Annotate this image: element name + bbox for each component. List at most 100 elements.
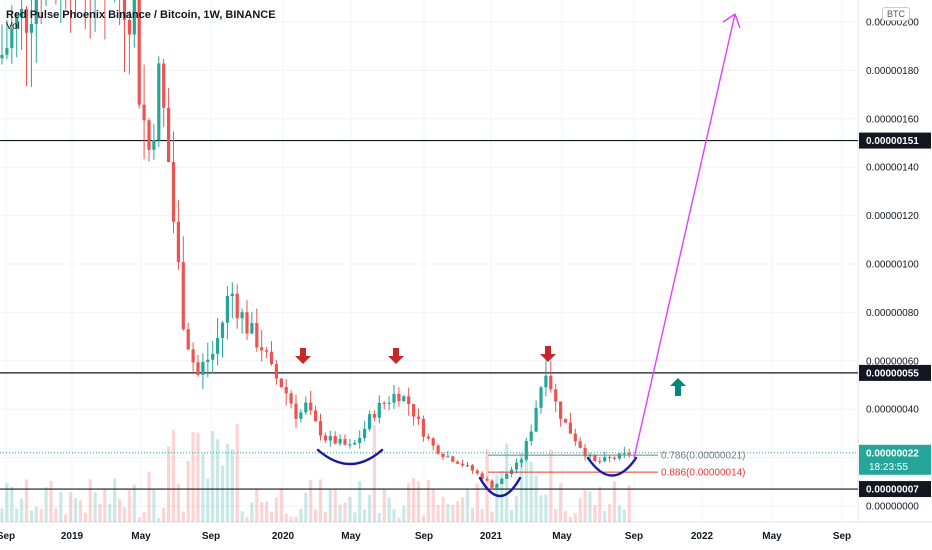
volume-bar (603, 510, 607, 522)
candle-body (255, 322, 259, 348)
candle-body (5, 48, 9, 55)
volume-bar (323, 511, 327, 522)
candle-body (519, 459, 523, 463)
volume-bar (461, 497, 465, 522)
candle-body (583, 447, 587, 457)
candle-body (10, 28, 14, 49)
pattern-arc (478, 476, 522, 497)
candle-body (142, 104, 146, 121)
candle-body (485, 478, 489, 481)
volume-bar (83, 512, 87, 522)
candle-body (358, 437, 362, 443)
candle-body (372, 414, 376, 418)
volume-bar (436, 504, 440, 522)
candle-body (598, 461, 602, 463)
volume-bar (456, 501, 460, 522)
volume-bar (211, 431, 215, 522)
volume-bar (583, 490, 587, 522)
volume-bar (568, 517, 572, 522)
volume-bar (612, 481, 617, 522)
volume-bar (113, 478, 117, 522)
time-tick-label: 2022 (691, 531, 714, 542)
time-tick-label: Sep (202, 531, 220, 542)
current-price-tag-label: 0.00000022 (866, 448, 919, 459)
candle-body (490, 480, 494, 488)
candle-body (446, 456, 450, 458)
symbol-title[interactable]: Red Pulse Phoenix Binance / Bitcoin, 1W,… (6, 9, 276, 21)
candle-body (500, 478, 504, 484)
volume-bar (220, 465, 225, 522)
volume-bar (64, 514, 68, 522)
volume-bar (157, 517, 161, 522)
candle-body (274, 364, 278, 379)
price-tick-label: 0.00000160 (866, 114, 919, 125)
volume-bar (441, 496, 445, 522)
volume-bar (299, 508, 303, 522)
candle-body (171, 162, 176, 222)
volume-bar (412, 478, 416, 522)
volume-bar (421, 515, 425, 522)
candle-body (0, 54, 4, 59)
volume-bar (627, 485, 631, 522)
level-price-tag-label: 0.00000055 (866, 368, 919, 379)
time-tick-label: May (552, 531, 572, 542)
candle-body (461, 463, 465, 466)
price-tick-label: 0.00000100 (866, 260, 919, 271)
volume-bar (10, 486, 14, 522)
candle-body (475, 470, 479, 474)
volume-bar (318, 479, 323, 522)
volume-bar (191, 431, 195, 522)
candle-body (245, 312, 249, 334)
volume-bar (309, 480, 313, 522)
volume-bar (122, 507, 127, 522)
fib-level-label: 0.786(0.00000021) (661, 451, 746, 462)
candle-body (127, 19, 131, 35)
candle-body (407, 396, 411, 405)
time-tick-label: Sep (625, 531, 643, 542)
price-tick-label: 0.00000180 (866, 66, 919, 77)
candle-body (211, 353, 215, 360)
price-tick-label: 0.00000200 (866, 18, 919, 29)
volume-bar (358, 481, 362, 522)
volume-bar (39, 508, 43, 522)
volume-bar (314, 509, 318, 522)
volume-bar (34, 506, 38, 522)
volume-bar (431, 489, 435, 522)
candle-body (534, 407, 538, 432)
volume-bar (0, 508, 4, 522)
candle-body (353, 442, 357, 445)
volume-bar (103, 488, 107, 522)
candle-body (514, 462, 519, 470)
candle-body (568, 422, 572, 434)
volume-bar (59, 491, 63, 522)
volume-bar (15, 508, 19, 522)
volume-bar (245, 517, 249, 522)
volume-bar (304, 492, 308, 522)
candle-body (206, 359, 210, 362)
candle-body (122, 0, 127, 20)
currency-badge[interactable]: BTC (882, 7, 910, 21)
candle-body (299, 412, 303, 419)
candle-body (367, 414, 372, 429)
candle-body (382, 402, 386, 404)
candle-body (15, 16, 19, 29)
candle-body (323, 435, 327, 441)
candle-body (265, 350, 269, 352)
volume-bar (387, 497, 391, 522)
volume-bar (480, 509, 484, 522)
candle-body (524, 440, 528, 460)
volume-bar (407, 483, 411, 522)
candle-body (216, 337, 220, 354)
volume-bar (475, 483, 479, 522)
candle-body (363, 428, 367, 438)
time-tick-label: May (341, 531, 361, 542)
projection-line (633, 13, 736, 459)
time-tick-label: May (762, 531, 782, 542)
volume-bar (142, 512, 146, 522)
volume-bar (5, 482, 9, 522)
volume-bar (554, 509, 558, 522)
candle-body (235, 293, 239, 319)
candle-body (563, 418, 568, 423)
volume-bar (382, 488, 386, 522)
